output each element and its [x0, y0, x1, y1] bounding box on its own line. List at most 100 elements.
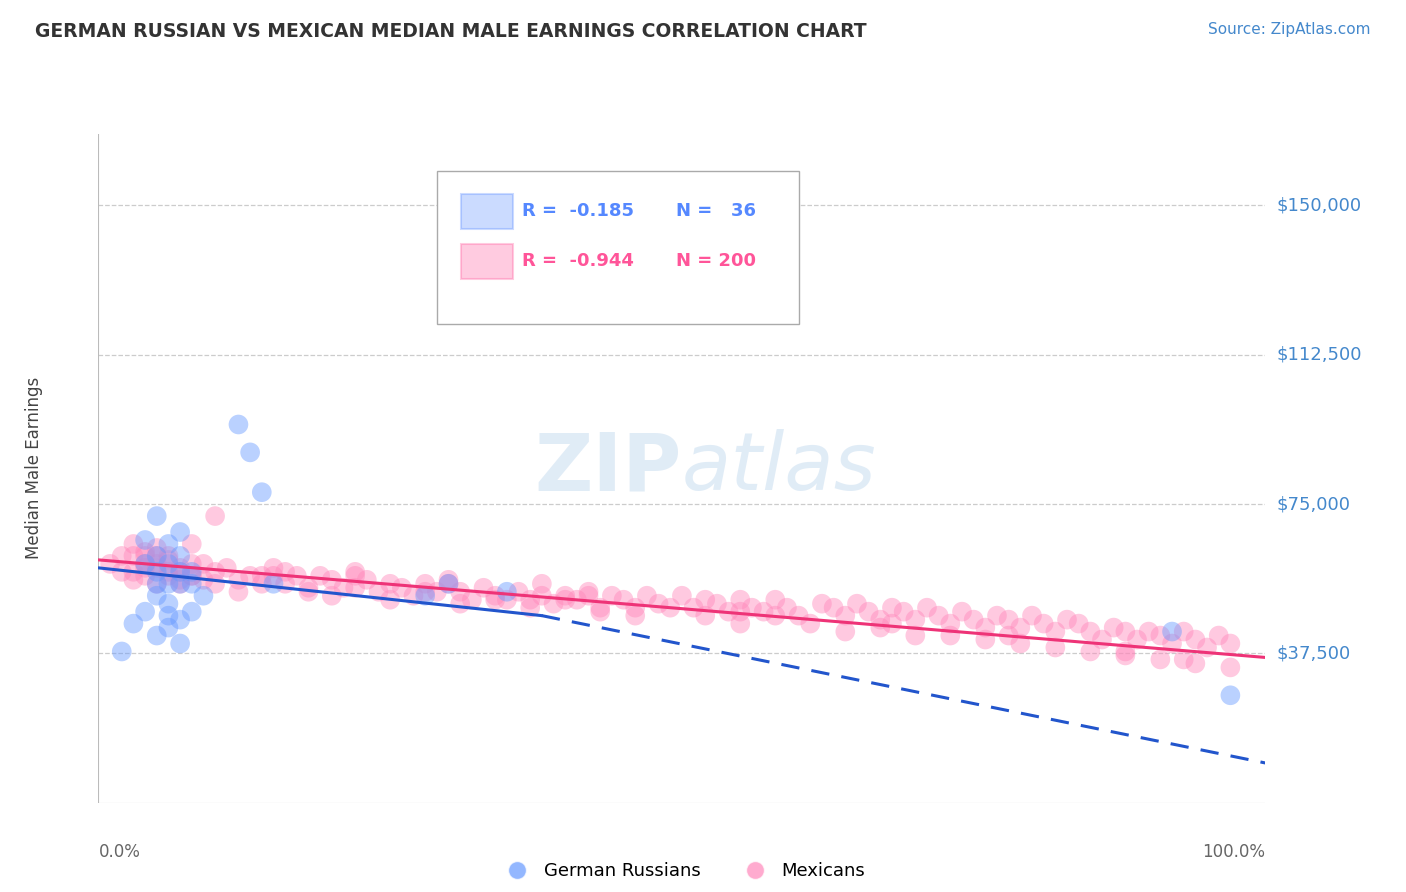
Point — [997, 613, 1019, 627]
Point — [659, 600, 682, 615]
Point — [823, 600, 845, 615]
Point — [589, 605, 612, 619]
Point — [344, 569, 367, 583]
Point — [928, 608, 950, 623]
Point — [111, 644, 134, 658]
Point — [519, 600, 541, 615]
Point — [134, 561, 156, 575]
Point — [1149, 628, 1171, 642]
Point — [146, 557, 169, 571]
Point — [157, 553, 180, 567]
Point — [997, 628, 1019, 642]
Point — [413, 589, 436, 603]
Point — [250, 576, 273, 591]
Point — [519, 592, 541, 607]
Point — [915, 600, 938, 615]
Point — [986, 608, 1008, 623]
Point — [250, 485, 273, 500]
Point — [554, 592, 576, 607]
Point — [169, 524, 191, 539]
Point — [845, 597, 868, 611]
Point — [204, 509, 226, 524]
Point — [1114, 648, 1136, 663]
Text: N = 200: N = 200 — [676, 252, 756, 270]
Point — [321, 573, 343, 587]
Point — [612, 592, 634, 607]
Point — [811, 597, 834, 611]
Point — [250, 569, 273, 583]
Point — [134, 533, 156, 547]
Point — [367, 584, 389, 599]
Point — [157, 597, 180, 611]
Point — [904, 628, 927, 642]
Point — [530, 589, 553, 603]
Point — [578, 589, 600, 603]
Point — [297, 584, 319, 599]
Point — [1114, 624, 1136, 639]
Point — [1161, 636, 1184, 650]
Point — [834, 624, 856, 639]
Point — [799, 616, 821, 631]
Point — [239, 569, 262, 583]
Point — [262, 561, 284, 575]
Point — [169, 573, 191, 587]
Text: $112,500: $112,500 — [1277, 346, 1362, 364]
Point — [169, 565, 191, 579]
Point — [134, 549, 156, 563]
Point — [880, 616, 903, 631]
Point — [180, 576, 202, 591]
Point — [402, 589, 425, 603]
Point — [122, 573, 145, 587]
Text: R =  -0.185: R = -0.185 — [522, 202, 634, 219]
Point — [274, 565, 297, 579]
Point — [180, 605, 202, 619]
Point — [437, 576, 460, 591]
Point — [589, 600, 612, 615]
FancyBboxPatch shape — [461, 194, 513, 229]
Point — [578, 584, 600, 599]
Point — [1010, 621, 1032, 635]
Point — [426, 584, 449, 599]
Point — [787, 608, 810, 623]
Point — [776, 600, 799, 615]
Point — [1126, 632, 1149, 647]
Point — [950, 605, 973, 619]
Point — [565, 592, 588, 607]
FancyBboxPatch shape — [461, 244, 513, 279]
Point — [157, 576, 180, 591]
Point — [880, 600, 903, 615]
Point — [717, 605, 740, 619]
Point — [682, 600, 704, 615]
Point — [1219, 688, 1241, 702]
Point — [228, 573, 250, 587]
Point — [974, 632, 997, 647]
Point — [437, 576, 460, 591]
Point — [600, 589, 623, 603]
Point — [671, 589, 693, 603]
Point — [1161, 624, 1184, 639]
Point — [1102, 621, 1125, 635]
Point — [146, 541, 169, 555]
Point — [169, 613, 191, 627]
Point — [146, 549, 169, 563]
Text: 0.0%: 0.0% — [98, 843, 141, 861]
Point — [146, 589, 169, 603]
Point — [636, 589, 658, 603]
Point — [215, 561, 238, 575]
Point — [893, 605, 915, 619]
Point — [437, 573, 460, 587]
Point — [939, 616, 962, 631]
Point — [1173, 652, 1195, 666]
Point — [624, 608, 647, 623]
Point — [1045, 624, 1067, 639]
Point — [134, 557, 156, 571]
Point — [146, 576, 169, 591]
Point — [122, 565, 145, 579]
Point — [146, 509, 169, 524]
Point — [858, 605, 880, 619]
Point — [169, 576, 191, 591]
Point — [904, 613, 927, 627]
Point — [146, 628, 169, 642]
Point — [508, 584, 530, 599]
Point — [752, 605, 775, 619]
